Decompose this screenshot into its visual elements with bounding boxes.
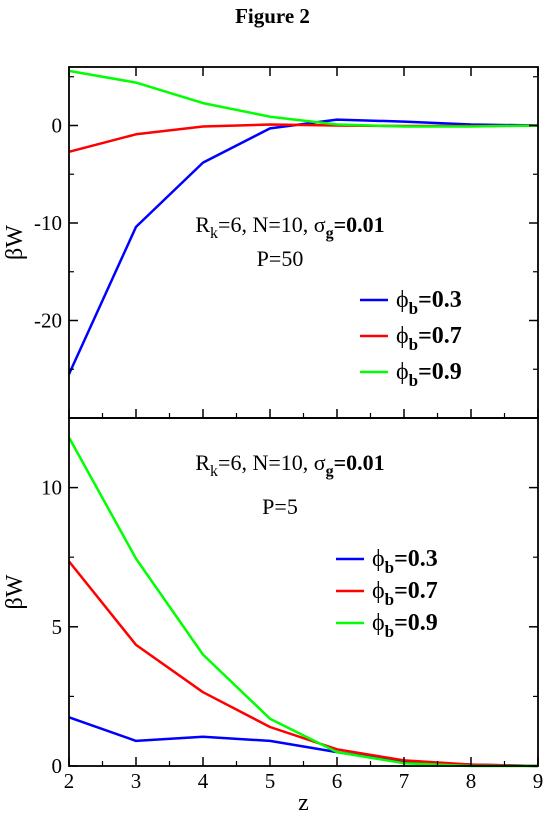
x-tick-label: 7 [399,769,410,793]
annotation-r: R [195,212,210,237]
legend-sub: b [409,299,418,318]
annotation-p: P=5 [262,494,298,519]
annotation-p: P=50 [257,246,304,271]
series-line-3 [68,69,539,128]
legend-sub: b [385,622,394,641]
legend-value: =0.7 [418,323,462,349]
legend-phi: ϕ [372,578,385,604]
legend-sub: b [385,558,394,577]
x-tick-label: 8 [466,769,477,793]
x-tick-label: 5 [265,769,276,793]
legend-label-2: ϕb=0.7 [396,323,462,354]
legend-value: =0.3 [418,287,462,313]
annotation-sigma: σ [314,212,326,237]
figure-title: Figure 2 [235,4,310,28]
annotation-r-sub: k [210,463,218,480]
annotation-mid: =6, N=10, [218,450,314,475]
legend-value: =0.3 [394,546,438,572]
y-axis-label: βW [2,225,28,260]
annotation-params: Rk=6, N=10, σg=0.01 [195,212,384,242]
legend-label-3: ϕb=0.9 [396,359,462,390]
series-line-3 [67,436,538,768]
y-axis-label: βW [2,574,28,609]
x-tick-label: 4 [198,769,209,793]
legend-label-3: ϕb=0.9 [372,610,438,641]
series-line-1 [67,118,539,375]
series-line-2 [68,123,539,154]
annotation-value: =0.01 [334,212,385,237]
y-tick-label: -10 [34,211,62,235]
series-line-1 [68,716,539,768]
legend-phi: ϕ [372,546,385,572]
series-line-2 [68,560,539,768]
annotation-sigma: σ [314,450,326,475]
y-tick-label: 5 [52,615,63,639]
x-tick-label: 2 [64,769,75,793]
legend-value: =0.7 [394,578,438,604]
legend-label-2: ϕb=0.7 [372,578,438,609]
annotation-sigma-sub: g [326,225,334,242]
annotation-r: R [195,450,210,475]
legend-phi: ϕ [372,610,385,636]
annotation-sigma-sub: g [326,463,334,480]
legend-phi: ϕ [396,323,409,349]
annotation-r-sub: k [210,225,218,242]
y-tick-label: -20 [34,309,62,333]
x-axis-label: z [298,790,309,813]
y-tick-label: 10 [41,476,62,500]
x-tick-label: 9 [533,769,544,793]
annotation-mid: =6, N=10, [218,212,314,237]
legend-sub: b [409,371,418,390]
annotation-params: Rk=6, N=10, σg=0.01 [195,450,384,480]
y-tick-label: 0 [52,754,63,778]
legend-sub: b [385,590,394,609]
x-tick-label: 6 [332,769,343,793]
y-tick-label: 0 [52,114,63,138]
legend-sub: b [409,335,418,354]
x-tick-label: 3 [131,769,142,793]
legend-label-1: ϕb=0.3 [396,287,462,318]
legend-phi: ϕ [396,359,409,385]
legend-label-1: ϕb=0.3 [372,546,438,577]
annotation-value: =0.01 [334,450,385,475]
legend-value: =0.9 [418,359,462,385]
legend-phi: ϕ [396,287,409,313]
legend-value: =0.9 [394,610,438,636]
